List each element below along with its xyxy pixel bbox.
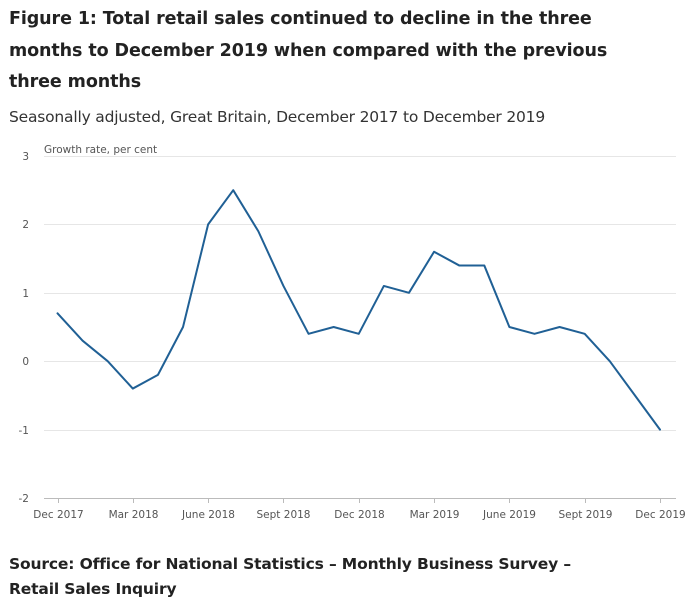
gridlines [44, 156, 676, 499]
data-point[interactable] [430, 248, 438, 256]
x-tick-label: Mar 2018 [109, 509, 159, 521]
data-point[interactable] [505, 323, 513, 331]
x-tick-label: June 2019 [482, 509, 536, 521]
data-point[interactable] [330, 323, 338, 331]
data-point[interactable] [656, 426, 664, 434]
y-axis-label: Growth rate, per cent [44, 144, 157, 156]
data-point[interactable] [104, 357, 112, 365]
data-point[interactable] [154, 371, 162, 379]
data-point[interactable] [380, 282, 388, 290]
x-tick-label: Dec 2019 [635, 509, 685, 521]
axes: 3 2 1 0 -1 -2 Dec 2017 Mar 2018 June 2018 Sept 20… [19, 151, 686, 521]
data-point[interactable] [129, 385, 137, 393]
chart-title: Figure 1: Total retail sales continued t… [9, 9, 608, 92]
x-tick-label: June 2018 [181, 509, 235, 521]
data-point[interactable] [556, 323, 564, 331]
data-point[interactable] [204, 220, 212, 228]
series-layer [54, 186, 664, 434]
series-line [56, 189, 661, 431]
data-point[interactable] [455, 261, 463, 269]
data-point[interactable] [631, 391, 639, 399]
data-point[interactable] [54, 309, 62, 317]
x-tick-label: Dec 2017 [33, 509, 83, 521]
data-point[interactable] [530, 330, 538, 338]
data-point[interactable] [405, 289, 413, 297]
y-tick-label: -1 [19, 425, 29, 437]
y-tick-label: 0 [22, 356, 29, 368]
data-point[interactable] [254, 227, 262, 235]
x-tick-label: Mar 2019 [410, 509, 460, 521]
x-tick-label: Sept 2018 [257, 509, 311, 521]
y-tick-label: 3 [22, 151, 29, 163]
data-point[interactable] [480, 261, 488, 269]
data-point[interactable] [279, 282, 287, 290]
x-tick-label: Dec 2018 [334, 509, 384, 521]
x-tick-label: Sept 2019 [559, 509, 613, 521]
source-note: Source: Office for National Statistics –… [9, 555, 571, 598]
y-tick-label: 1 [22, 288, 29, 300]
chart-subtitle: Seasonally adjusted, Great Britain, Dece… [9, 108, 545, 126]
data-point[interactable] [305, 330, 313, 338]
y-tick-label: 2 [22, 219, 29, 231]
data-point[interactable] [355, 330, 363, 338]
data-point[interactable] [606, 357, 614, 365]
y-tick-label: -2 [19, 493, 29, 505]
data-point[interactable] [79, 337, 87, 345]
data-point[interactable] [229, 186, 237, 194]
data-point[interactable] [581, 330, 589, 338]
data-point[interactable] [179, 323, 187, 331]
line-chart: 3 2 1 0 -1 -2 Dec 2017 Mar 2018 June 2018 Sept 20… [19, 144, 686, 521]
